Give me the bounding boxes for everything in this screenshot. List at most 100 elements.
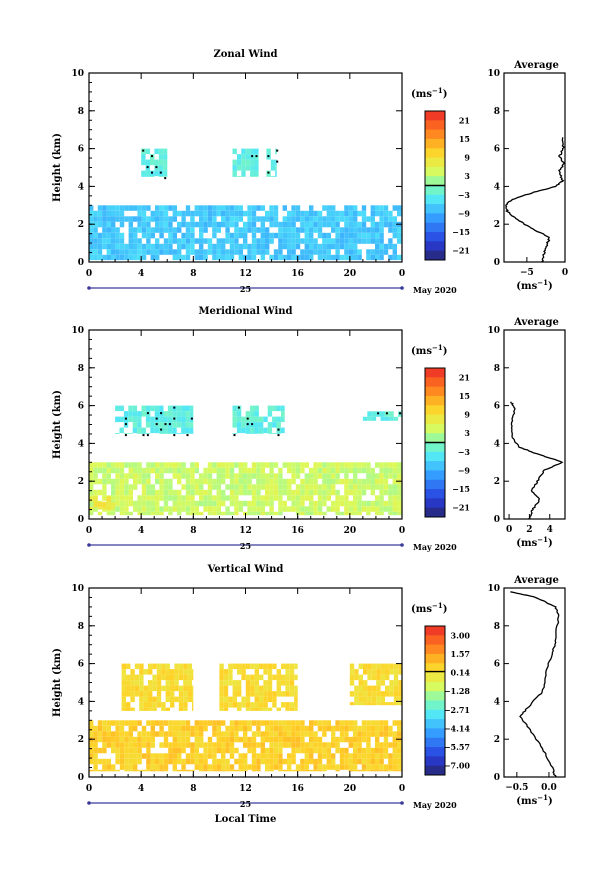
meridional-cell	[370, 489, 375, 496]
zonal-cell	[141, 227, 147, 233]
vertical-cell	[143, 691, 148, 697]
meridional-cell	[159, 506, 164, 512]
meridional-cell	[137, 495, 142, 501]
zonal-cell	[212, 221, 217, 228]
zonal-cell	[256, 249, 261, 255]
zonal-cell	[141, 159, 146, 166]
zonal-ytick-label: 8	[78, 107, 84, 117]
vertical-cell	[371, 674, 377, 681]
vertical-cell	[379, 731, 384, 737]
zonal-cell	[273, 221, 279, 228]
meridional-cell	[291, 489, 296, 496]
zonal-cell	[287, 210, 292, 217]
meridional-cell	[339, 495, 345, 501]
meridional-cell	[265, 511, 270, 516]
meridional-cell	[159, 495, 164, 501]
meridional-cell	[344, 484, 349, 490]
meridional-cell	[353, 489, 358, 496]
meridional-cell	[272, 422, 277, 428]
vertical-cell	[313, 764, 318, 770]
vertical-cell	[361, 753, 367, 759]
meridional-cell	[190, 495, 195, 501]
meridional-cell	[375, 462, 380, 468]
vertical-cell	[357, 769, 362, 772]
meridional-cell	[291, 478, 296, 485]
meridional-cell	[375, 506, 380, 512]
meridional-cell	[322, 511, 327, 516]
vertical-cell	[349, 669, 355, 675]
zonal-cell	[141, 205, 147, 211]
meridional-cell	[181, 462, 186, 468]
zonal-cell	[106, 210, 111, 217]
zonal-cell	[163, 154, 168, 160]
zonal-avg-title: Average	[513, 60, 559, 71]
vertical-cell	[232, 663, 237, 670]
meridional-avg-ytick-label: 6	[494, 402, 500, 412]
vertical-cell	[172, 720, 177, 726]
meridional-colorbar-tick-label: −9	[458, 465, 471, 475]
zonal-cell	[150, 227, 155, 233]
zonal-cell	[119, 238, 125, 244]
meridional-cell	[141, 495, 147, 501]
meridional-cell	[353, 495, 358, 501]
vertical-cell	[102, 720, 107, 726]
vertical-cell	[388, 742, 393, 748]
zonal-cell	[232, 176, 237, 177]
meridional-cell	[102, 501, 107, 508]
meridional-cell	[392, 506, 397, 512]
zonal-cell	[128, 232, 133, 239]
meridional-cell	[172, 462, 177, 468]
zonal-cell	[251, 238, 257, 244]
zonal-cell	[146, 243, 151, 250]
zonal-cell	[370, 238, 375, 244]
zonal-cell	[243, 232, 248, 239]
meridional-cell	[176, 433, 182, 434]
meridional-cell	[212, 484, 217, 490]
vertical-cell	[254, 669, 259, 675]
meridional-cell	[370, 473, 375, 479]
vertical-avg-xtick-label: −0.5	[505, 783, 528, 793]
vertical-cell	[133, 758, 138, 765]
meridional-cell	[185, 411, 190, 417]
meridional-cell	[260, 511, 265, 516]
vertical-cell	[143, 707, 148, 711]
zonal-cell	[366, 254, 371, 261]
vertical-cell	[348, 758, 353, 765]
vertical-cell	[388, 769, 393, 772]
zonal-cell	[241, 165, 246, 171]
zonal-cell	[295, 232, 301, 239]
meridional-contour-dot	[385, 412, 388, 415]
meridional-cell	[181, 405, 186, 412]
meridional-cell	[176, 411, 182, 417]
vertical-cell	[375, 736, 380, 743]
vertical-cell	[190, 758, 195, 765]
meridional-cell	[207, 506, 213, 512]
zonal-cell	[317, 210, 323, 217]
vertical-cell	[300, 764, 305, 770]
zonal-cell	[158, 148, 164, 155]
zonal-cell	[245, 159, 251, 166]
meridional-cell	[207, 473, 213, 479]
vertical-cell	[282, 731, 287, 737]
zonal-cell	[291, 216, 296, 222]
vertical-xtick-label: 0	[399, 784, 405, 794]
meridional-cell	[361, 506, 367, 512]
vertical-cell	[146, 736, 151, 743]
meridional-contour-dot	[277, 428, 280, 431]
meridional-cell	[177, 511, 182, 516]
vertical-cell	[388, 753, 393, 759]
vertical-cell	[247, 720, 252, 726]
vertical-cell	[269, 720, 274, 726]
zonal-cell	[392, 216, 397, 222]
meridional-cell	[243, 489, 248, 496]
vertical-cell	[130, 691, 135, 697]
meridional-cell	[287, 506, 292, 512]
meridional-cell	[348, 506, 353, 512]
meridional-cell	[322, 478, 327, 485]
zonal-colorbar-segment	[425, 250, 445, 261]
meridional-cell	[280, 416, 285, 423]
meridional-cell	[357, 478, 362, 485]
meridional-cell	[190, 489, 195, 496]
vertical-cell	[285, 674, 290, 681]
zonal-cell	[159, 243, 164, 250]
